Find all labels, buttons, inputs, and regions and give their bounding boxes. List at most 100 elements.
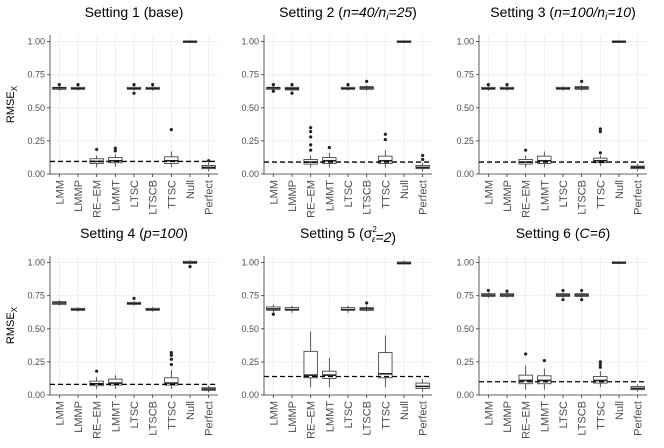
box-null xyxy=(396,260,412,265)
outlier-point xyxy=(169,362,173,367)
x-tick-label: LTSC xyxy=(343,401,355,428)
chart-title: Setting 3 (n=100/ni=10) xyxy=(490,4,635,23)
chart-title-part: Setting 6 ( xyxy=(516,225,580,241)
chart-title-part: σ xyxy=(364,225,373,241)
box-perfect xyxy=(415,379,430,392)
box-ltsc xyxy=(555,288,571,302)
box-lmmt xyxy=(108,375,123,390)
box-ltsc xyxy=(555,85,571,91)
x-tick-label: Null xyxy=(614,401,626,420)
chart-panel: Setting 5 (σ2 ε=2) 0.00 0.25 0.50 0.75 1.00 LMM… xyxy=(241,225,432,439)
x-tick-label: LMM xyxy=(54,401,66,425)
box-ttsc xyxy=(593,360,608,388)
y-axis-label-subscript: X xyxy=(10,85,19,91)
y-tick-label: 0.25 xyxy=(241,357,259,367)
chart-panel: Setting 1 (base) 0.00 0.25 0.50 0.75 1.00 LMM L… xyxy=(27,4,218,218)
outlier-point xyxy=(598,130,602,134)
box-lmmt xyxy=(537,151,552,168)
x-tick-label: LMMT xyxy=(110,180,122,211)
chart-title-part: p=100 xyxy=(143,225,184,241)
outlier-point xyxy=(505,289,509,293)
y-tick-label: 0.75 xyxy=(27,70,45,80)
y-tick-label: 0.50 xyxy=(241,103,259,113)
y-axis-label: RMSEX xyxy=(5,85,19,123)
chart-title-superscript: 2 xyxy=(372,225,377,234)
outlier-point xyxy=(327,145,331,150)
box-ltscb xyxy=(359,79,374,91)
y-tick-label: 1.00 xyxy=(27,258,45,268)
x-tick-label: LTSC xyxy=(129,180,141,207)
y-tick-label: 0.00 xyxy=(27,390,45,400)
x-tick-label: TTSC xyxy=(166,401,178,430)
y-tick-label: 1.00 xyxy=(241,37,259,47)
box-reem xyxy=(518,148,533,168)
y-axis-label: RMSEX xyxy=(5,306,19,344)
chart-panel: Setting 4 (p=100) 0.00 0.25 0.50 0.75 1.00 LMM… xyxy=(27,225,218,439)
y-tick-label: 0.25 xyxy=(456,136,474,146)
outlier-point xyxy=(76,83,80,87)
outlier-point xyxy=(271,89,275,93)
x-tick-label: RE–EM xyxy=(92,401,104,439)
chart-title-part: =10 xyxy=(607,4,631,20)
outlier-point xyxy=(132,91,136,95)
y-tick-label: 0.00 xyxy=(241,169,259,179)
outlier-point xyxy=(290,91,294,95)
box-perfect xyxy=(630,384,645,392)
x-tick-label: Null xyxy=(614,180,626,199)
box-ttsc xyxy=(164,128,179,168)
y-tick-label: 0.75 xyxy=(456,70,474,80)
box-ttsc xyxy=(378,335,393,388)
outlier-point xyxy=(151,83,155,87)
x-tick-label: Perfect xyxy=(204,401,216,436)
outlier-point xyxy=(309,126,313,130)
y-tick-label: 0.25 xyxy=(456,357,474,367)
box-lmmp xyxy=(499,83,515,91)
chart-title-part: i xyxy=(386,12,389,23)
x-tick-label: LMMT xyxy=(539,401,551,432)
chart-title-part: Setting 5 ( xyxy=(300,225,364,241)
outlier-point xyxy=(486,288,490,293)
outlier-point xyxy=(486,83,490,87)
box-lmmp xyxy=(284,83,300,95)
x-tick-label: LMM xyxy=(483,180,495,204)
y-tick-label: 0.00 xyxy=(241,390,259,400)
y-axis-label-subscript: X xyxy=(10,306,19,312)
y-tick-label: 0.50 xyxy=(456,103,474,113)
x-tick-label: TTSC xyxy=(595,401,607,430)
x-tick-label: Perfect xyxy=(633,401,645,436)
x-tick-label: Perfect xyxy=(633,180,645,215)
box-ltscb xyxy=(359,301,374,312)
x-tick-label: LMM xyxy=(54,180,66,204)
outlier-point xyxy=(561,288,565,293)
outlier-point xyxy=(271,312,275,316)
box-reem xyxy=(89,369,104,390)
chart-title-part: C=6 xyxy=(580,225,606,241)
y-tick-label: 1.00 xyxy=(456,37,474,47)
x-tick-label: Null xyxy=(185,180,197,199)
chart-title-part: ) xyxy=(631,4,636,20)
outlier-point xyxy=(169,128,173,132)
box-ttsc xyxy=(378,132,393,168)
outlier-point xyxy=(580,298,584,302)
box-reem xyxy=(518,352,533,390)
x-tick-label: RE–EM xyxy=(306,180,318,218)
y-tick-label: 0.00 xyxy=(456,169,474,179)
x-tick-label: Null xyxy=(399,180,411,199)
outlier-point xyxy=(346,83,350,87)
y-tick-label: 0.25 xyxy=(241,136,259,146)
outlier-point xyxy=(580,288,584,293)
x-tick-label: LMMP xyxy=(502,180,514,212)
x-tick-label: RE–EM xyxy=(306,401,318,439)
x-tick-label: Perfect xyxy=(418,180,430,215)
outlier-point xyxy=(598,365,602,369)
outlier-point xyxy=(598,360,602,364)
box-ltsc xyxy=(126,296,142,306)
y-tick-label: 1.00 xyxy=(241,258,259,268)
x-tick-label: RE–EM xyxy=(521,180,533,218)
box-lmm xyxy=(266,304,281,316)
box-ltsc xyxy=(340,305,356,313)
x-tick-label: TTSC xyxy=(380,180,392,209)
x-tick-label: LTSC xyxy=(558,401,570,428)
x-tick-label: TTSC xyxy=(595,180,607,209)
